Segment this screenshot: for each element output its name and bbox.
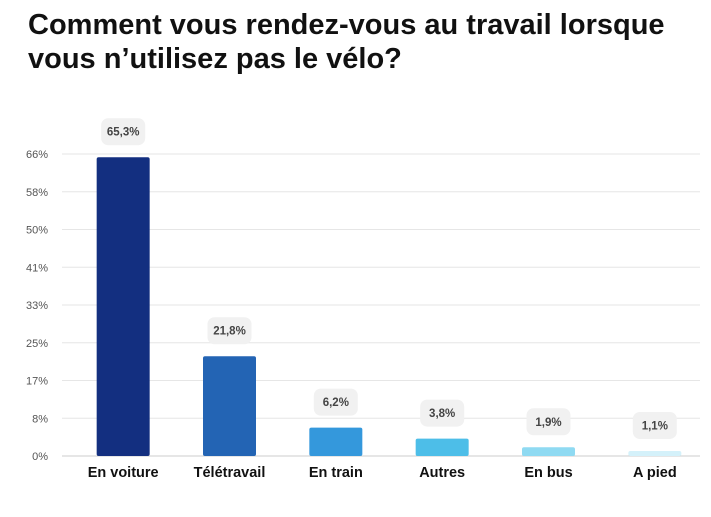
y-tick-label: 66% — [26, 149, 48, 161]
y-tick-label: 41% — [26, 262, 48, 274]
bar — [522, 447, 575, 456]
data-label-bubble — [313, 388, 358, 416]
y-tick-label: 0% — [32, 451, 48, 463]
y-tick-label: 25% — [26, 338, 48, 350]
bar — [96, 157, 150, 456]
bar — [628, 450, 682, 456]
data-label: 6,2% — [323, 397, 349, 409]
chart-title: Comment vous rendez-vous au travail lors… — [28, 9, 665, 75]
data-label-bubble — [420, 399, 465, 427]
y-tick-label: 50% — [26, 225, 48, 237]
category-label: En voiture — [88, 465, 159, 481]
data-label-bubble — [101, 118, 146, 146]
bar — [203, 356, 256, 456]
y-tick-label: 8% — [32, 413, 48, 425]
data-labels: 65,3% 21,8% 6,2% 3,8% 1,9% 1,1% — [101, 118, 677, 439]
data-label: 3,8% — [429, 408, 455, 420]
category-label: Télétravail — [194, 465, 266, 481]
bars — [96, 157, 682, 456]
category-label: En bus — [524, 465, 572, 481]
data-label-bubble — [207, 317, 252, 345]
y-axis-tick-labels: 0% 8% 17% 25% 33% 41% 50% 58% 66% — [26, 149, 48, 463]
bar — [415, 438, 469, 456]
data-label: 21,8% — [213, 326, 246, 338]
data-label-bubble — [632, 411, 677, 439]
data-label: 65,3% — [107, 127, 140, 139]
y-tick-label: 33% — [26, 300, 48, 312]
y-tick-label: 58% — [26, 187, 48, 199]
category-label: En train — [309, 465, 363, 481]
gridlines — [62, 153, 700, 457]
category-label: A pied — [633, 465, 677, 481]
category-labels: En voiture Télétravail En train Autres En bu… — [88, 465, 677, 481]
bar — [309, 427, 363, 456]
data-label: 1,9% — [535, 417, 561, 429]
data-label: 1,1% — [642, 420, 668, 432]
category-label: Autres — [419, 465, 465, 481]
data-label-bubble — [526, 408, 571, 436]
y-tick-label: 17% — [26, 376, 48, 388]
